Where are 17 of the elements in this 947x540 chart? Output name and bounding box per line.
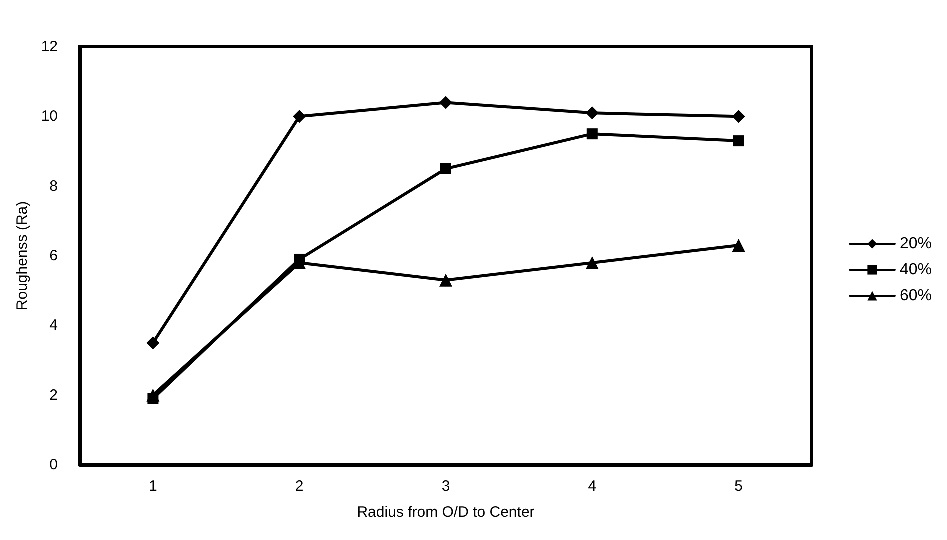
y-tick-label: 2 bbox=[50, 386, 58, 404]
y-tick-label: 0 bbox=[50, 456, 58, 474]
x-tick-label: 4 bbox=[588, 478, 597, 495]
x-tick-label: 3 bbox=[442, 478, 450, 495]
y-axis-title: Roughenss (Ra) bbox=[14, 201, 31, 311]
y-tick-label: 6 bbox=[50, 248, 58, 264]
legend-label: 20% bbox=[900, 236, 932, 252]
y-tick-label: 4 bbox=[50, 317, 58, 334]
legend-label: 40% bbox=[900, 262, 932, 278]
y-tick-label: 10 bbox=[41, 108, 58, 126]
x-tick-label: 5 bbox=[734, 478, 743, 495]
x-tick-label: 1 bbox=[149, 478, 158, 495]
x-axis-title: Radius from O/D to Center bbox=[357, 504, 535, 521]
y-tick-label: 8 bbox=[50, 178, 58, 195]
y-tick-label: 12 bbox=[41, 38, 58, 56]
x-tick-label: 2 bbox=[295, 478, 304, 495]
legend-label: 60% bbox=[900, 288, 932, 304]
